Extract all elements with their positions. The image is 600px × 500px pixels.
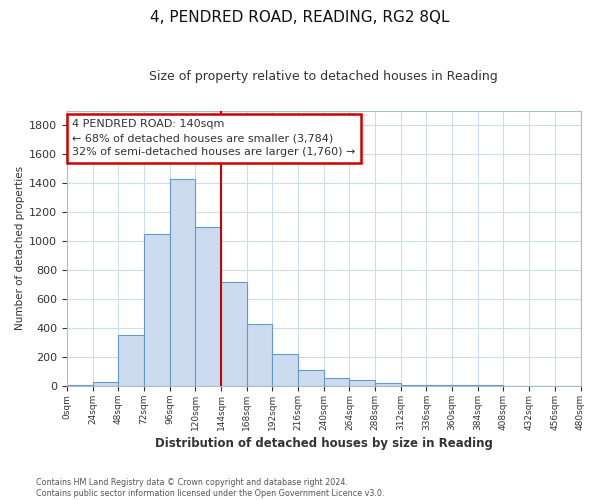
Bar <box>144 234 170 386</box>
Bar <box>272 354 298 386</box>
Bar <box>196 226 221 386</box>
X-axis label: Distribution of detached houses by size in Reading: Distribution of detached houses by size … <box>155 437 493 450</box>
Text: 4 PENDRED ROAD: 140sqm
← 68% of detached houses are smaller (3,784)
32% of semi-: 4 PENDRED ROAD: 140sqm ← 68% of detached… <box>72 120 356 158</box>
Bar <box>349 380 375 386</box>
Bar <box>247 324 272 386</box>
Bar <box>221 282 247 386</box>
Text: 4, PENDRED ROAD, READING, RG2 8QL: 4, PENDRED ROAD, READING, RG2 8QL <box>150 10 450 25</box>
Bar <box>298 370 324 386</box>
Bar <box>170 178 196 386</box>
Y-axis label: Number of detached properties: Number of detached properties <box>15 166 25 330</box>
Bar <box>118 336 144 386</box>
Bar <box>375 383 401 386</box>
Title: Size of property relative to detached houses in Reading: Size of property relative to detached ho… <box>149 70 498 83</box>
Bar <box>401 384 427 386</box>
Bar <box>92 382 118 386</box>
Bar <box>67 384 92 386</box>
Bar <box>324 378 349 386</box>
Text: Contains HM Land Registry data © Crown copyright and database right 2024.
Contai: Contains HM Land Registry data © Crown c… <box>36 478 385 498</box>
